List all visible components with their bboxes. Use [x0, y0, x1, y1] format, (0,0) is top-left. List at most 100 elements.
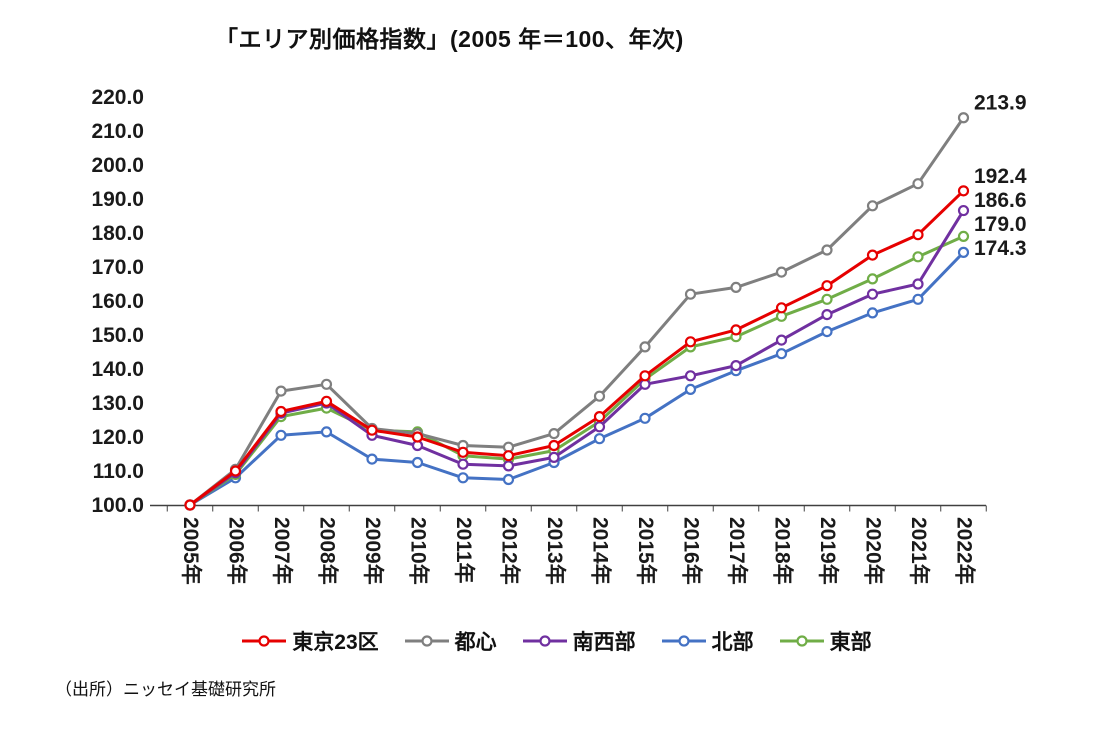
x-axis-label: 2013年: [543, 517, 567, 585]
source-note: （出所）ニッセイ基礎研究所: [55, 680, 276, 699]
series-point: [957, 204, 970, 217]
series-point: [229, 465, 242, 477]
x-axis-label: 2006年: [225, 517, 249, 585]
x-axis-label: 2014年: [589, 517, 613, 585]
series-point: [548, 428, 560, 440]
x-axis-label: 2012年: [498, 517, 522, 585]
series-point: [775, 348, 788, 360]
series-line-4: [188, 234, 965, 507]
x-axis-label: 2015年: [634, 517, 658, 585]
series-point: [775, 266, 788, 278]
series-point: [366, 453, 378, 465]
series-point: [866, 249, 879, 261]
series-point: [957, 185, 970, 197]
series-point: [548, 451, 560, 463]
x-axis-label: 2010年: [407, 517, 431, 585]
y-axis-label: 100.0: [91, 494, 144, 517]
series-point: [821, 293, 833, 305]
series-point: [639, 341, 651, 353]
series-point: [411, 431, 424, 443]
y-axis-label: 170.0: [91, 256, 144, 279]
y-axis-label: 120.0: [91, 426, 144, 449]
legend-label: 東京23区: [292, 631, 379, 654]
legend-marker-icon: [242, 635, 287, 647]
y-axis-label: 110.0: [93, 460, 144, 483]
series-point: [912, 178, 924, 190]
series-point: [821, 244, 833, 256]
series-point: [821, 280, 833, 292]
series-point: [775, 302, 788, 314]
series-point: [366, 424, 378, 436]
y-axis-label: 160.0: [91, 290, 144, 313]
series-line-1: [188, 116, 965, 507]
y-axis-label: 210.0: [91, 120, 144, 143]
series-point: [457, 458, 469, 470]
legend-label: 北部: [711, 631, 754, 654]
x-axis-label: 2007年: [270, 517, 294, 585]
series-point: [821, 309, 833, 321]
series-point: [275, 429, 287, 441]
series-point: [866, 288, 879, 300]
y-axis-label: 220.0: [91, 86, 144, 109]
x-axis-label: 2022年: [953, 517, 977, 585]
x-axis-label: 2016年: [680, 517, 704, 585]
series-point: [275, 405, 287, 418]
series-point: [320, 395, 333, 407]
series-point: [639, 412, 651, 424]
legend-label: 南西部: [572, 631, 636, 654]
series-end-label: 179.0: [974, 213, 1027, 236]
x-axis-label: 2020年: [862, 517, 886, 585]
y-axis-label: 190.0: [91, 188, 144, 211]
x-axis-label: 2009年: [361, 517, 385, 585]
series-point: [411, 456, 424, 469]
series-point: [866, 273, 879, 285]
series-point: [912, 229, 924, 241]
y-axis-label: 130.0: [91, 392, 144, 415]
chart-legend: 東京23区 都心 南西部 北部 東部: [0, 626, 1114, 656]
legend-item-0: 東京23区: [242, 626, 379, 656]
x-axis-label: 2011年: [452, 517, 476, 584]
legend-marker-icon: [522, 635, 567, 647]
series-line-3: [188, 250, 965, 507]
y-axis-label: 150.0: [91, 324, 144, 347]
y-axis-label: 180.0: [91, 222, 144, 245]
x-axis-label: 2019年: [816, 517, 840, 585]
y-axis-label: 200.0: [91, 154, 144, 177]
legend-marker-icon: [404, 635, 449, 647]
series-point: [684, 336, 697, 348]
legend-item-1: 都心: [404, 626, 497, 656]
series-point: [730, 281, 742, 293]
series-point: [957, 246, 970, 258]
series-point: [502, 473, 515, 486]
series-point: [502, 450, 515, 462]
y-axis-label: 140.0: [91, 358, 144, 381]
x-axis-label: 2005年: [179, 517, 203, 585]
chart-title: 「エリア別価格指数」(2005 年＝100、年次): [215, 26, 684, 52]
series-point: [502, 460, 515, 472]
series-point: [684, 370, 697, 382]
series-point: [730, 360, 742, 372]
x-axis-label: 2017年: [725, 517, 749, 585]
series-end-label: 186.6: [974, 189, 1027, 212]
series-point: [548, 439, 560, 452]
legend-label: 東部: [829, 631, 872, 654]
legend-label: 都心: [454, 631, 497, 654]
series-point: [912, 278, 924, 290]
legend-item-2: 南西部: [522, 626, 636, 656]
series-line-0: [188, 189, 965, 507]
series-point: [457, 472, 469, 484]
series-point: [593, 433, 606, 445]
series-point: [775, 334, 788, 346]
series-point: [593, 421, 606, 433]
series-point: [320, 378, 333, 390]
legend-item-4: 東部: [779, 626, 872, 656]
legend-item-3: 北部: [661, 626, 754, 656]
series-point: [639, 370, 651, 382]
series-point: [821, 326, 833, 338]
legend-marker-icon: [779, 635, 824, 647]
legend-marker-icon: [661, 635, 706, 647]
x-axis-label: 2018年: [771, 517, 795, 585]
series-point: [184, 499, 196, 511]
